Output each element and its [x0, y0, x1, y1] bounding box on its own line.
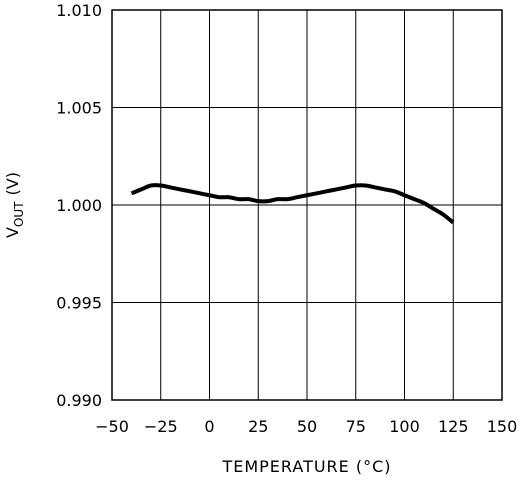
y-tick-label: 1.005 [56, 99, 102, 118]
y-axis-title-unit: (V) [3, 172, 22, 195]
y-tick-label: 1.010 [56, 1, 102, 20]
y-tick-label: 1.000 [56, 196, 102, 215]
x-tick-label: −50 [95, 417, 129, 436]
vout-series-line [130, 183, 455, 225]
x-tick-label: 50 [297, 417, 317, 436]
y-tick-label: 0.995 [56, 294, 102, 313]
y-axis-title-main: V [3, 227, 22, 238]
x-tick-label: 150 [487, 417, 518, 436]
series-layer [130, 183, 455, 225]
y-tick-label: 0.990 [56, 391, 102, 410]
y-tick-labels: 0.990 0.995 1.000 1.005 1.010 [56, 1, 102, 410]
y-axis-title-subscript: OUT [12, 201, 26, 227]
x-axis-title: TEMPERATURE (°C) [221, 457, 391, 476]
x-tick-label: −25 [144, 417, 178, 436]
plot-frame [111, 9, 503, 401]
x-tick-label: 25 [248, 417, 268, 436]
x-tick-label: 100 [389, 417, 420, 436]
x-tick-labels: −50 −25 0 25 50 75 100 125 150 [95, 417, 517, 436]
x-tick-label: 125 [438, 417, 469, 436]
y-axis-title: VOUT (V) [3, 172, 26, 238]
x-tick-label: 75 [346, 417, 366, 436]
x-tick-label: 0 [204, 417, 214, 436]
grid [111, 9, 503, 401]
